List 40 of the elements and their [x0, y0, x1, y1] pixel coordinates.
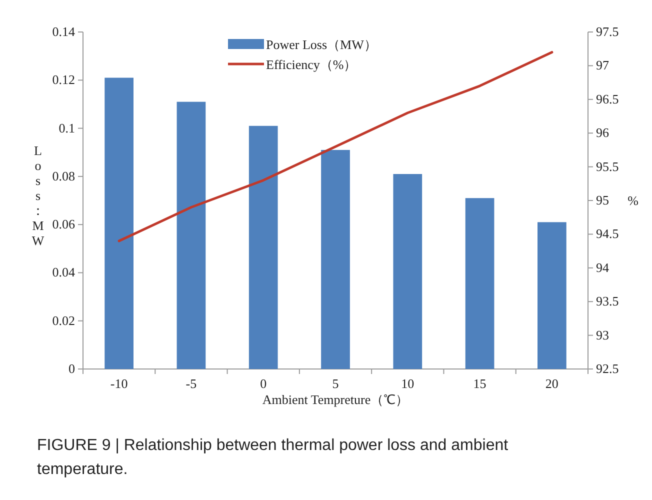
- y2-tick-label: 95: [596, 192, 609, 208]
- y-tick-label: 0.08: [52, 168, 75, 184]
- x-tick-label: 10: [401, 376, 414, 391]
- x-tick-label: 0: [260, 376, 267, 391]
- y-tick-label: 0.14: [52, 24, 76, 39]
- x-tick-label: 15: [473, 376, 486, 391]
- bar: [538, 222, 566, 369]
- x-tick-label: 20: [545, 376, 558, 391]
- y2-tick-label: 94.5: [596, 226, 619, 242]
- y-tick-label: 0: [68, 361, 75, 376]
- legend-label: Power Loss（MW）: [266, 37, 377, 52]
- y2-tick-label: 92.5: [596, 361, 619, 376]
- y2-tick-label: 96.5: [596, 91, 619, 106]
- bar: [465, 198, 494, 369]
- y2-tick-label: 95.5: [596, 158, 619, 174]
- line-series: [118, 50, 554, 242]
- caption: FIGURE 9 | Relationship between thermal power loss and ambient temperature.: [37, 436, 510, 480]
- y2-tick-label: 97.5: [596, 24, 619, 39]
- x-tick-label: -10: [110, 376, 128, 391]
- x-tick-label: 5: [332, 376, 339, 391]
- bar: [176, 102, 206, 369]
- x-axis-title: Ambient Tempreture（℃）: [262, 392, 409, 407]
- y2-tick-label: 93: [596, 327, 609, 342]
- bar: [248, 126, 278, 369]
- bar: [393, 174, 422, 369]
- y-axis-title: Loss：MW: [32, 143, 45, 248]
- bar: [321, 150, 350, 369]
- y-tick-label: 0.1: [58, 120, 75, 136]
- y2-tick-label: 97: [596, 58, 610, 73]
- y2-tick-label: 96: [596, 125, 610, 140]
- y-tick-label: 0.12: [52, 72, 75, 88]
- legend-label: Efficiency（%）: [266, 57, 357, 72]
- y2-axis-title: %: [628, 193, 639, 208]
- y2-tick-label: 93.5: [596, 294, 619, 309]
- x-tick-label: -5: [186, 376, 197, 391]
- y-tick-label: 0.02: [52, 312, 75, 328]
- y2-tick-label: 94: [596, 260, 610, 275]
- y-tick-label: 0.06: [52, 216, 76, 232]
- bar: [104, 78, 134, 369]
- y-tick-label: 0.04: [52, 264, 76, 280]
